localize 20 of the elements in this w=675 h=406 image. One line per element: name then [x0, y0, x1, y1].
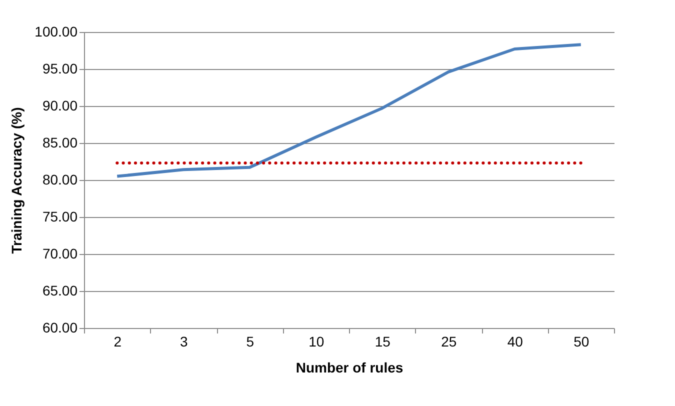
y-tick-label: 85.00	[42, 134, 78, 150]
x-tick-label: 15	[374, 334, 391, 350]
x-tick-label: 40	[507, 334, 524, 350]
y-tick-label: 75.00	[42, 208, 78, 224]
y-tick-label: 95.00	[42, 60, 78, 76]
y-tick-label: 90.00	[42, 98, 78, 114]
y-tick-label: 60.00	[42, 320, 78, 336]
x-tick-label: 5	[246, 334, 254, 350]
x-tick-label: 10	[308, 334, 324, 350]
x-tick-label: 50	[574, 334, 590, 350]
y-tick-label: 70.00	[42, 246, 78, 262]
line-series	[116, 43, 582, 178]
x-tick-label: 2	[114, 334, 122, 350]
x-tick-label: 3	[180, 334, 188, 350]
x-tick-label: 25	[441, 334, 457, 350]
y-tick-label: 65.00	[42, 282, 78, 298]
y-axis-title: Training Accuracy (%)	[8, 107, 25, 254]
x-axis-title: Number of rules	[296, 360, 404, 376]
y-tick-label: 80.00	[42, 172, 78, 188]
y-tick-label: 100.00	[34, 24, 78, 40]
